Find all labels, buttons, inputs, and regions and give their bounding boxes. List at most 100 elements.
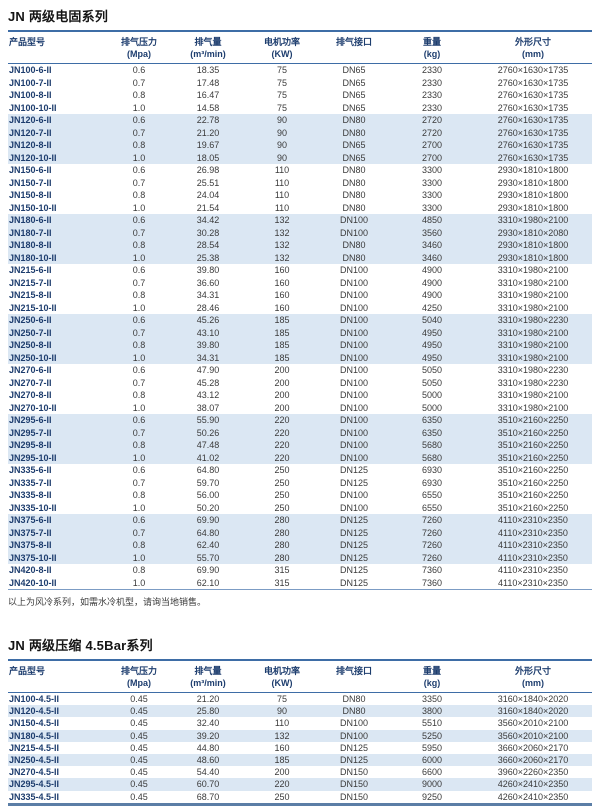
value-cell: 2760×1630×1735 [497,77,569,88]
value-cell: 3560 [421,227,443,238]
column-header: 排气量 (m³/min) [170,31,246,64]
value-cell: DN125 [339,755,368,766]
model-cell: JN100-7-II [9,77,52,88]
table-row: JN375-7-II 0.7 64.80 280 DN125 7260 4110×2310×… [8,526,592,539]
table-row: JN150-8-II 0.8 24.04 110 DN80 3300 2930×1810×1… [8,189,592,202]
value-cell: 1.0 [132,452,146,463]
value-cell: 185 [274,327,290,338]
value-cell: 39.80 [196,265,220,275]
value-cell: 0.7 [132,227,146,238]
value-cell: 0.6 [132,515,146,525]
value-cell: DN65 [342,140,366,150]
value-cell: 3310×1980×2230 [497,377,569,388]
model-cell: JN270-7-II [9,377,52,388]
value-cell: 18.35 [196,65,220,75]
table-row: JN335-10-II 1.0 50.20 250 DN100 6550 3510×2160… [8,502,592,515]
table-row: JN215-7-II 0.7 36.60 160 DN100 4900 3310×1980×… [8,277,592,290]
value-cell: 4260×2410×2350 [497,779,569,790]
model-cell: JN100-10-II [9,102,57,113]
value-cell: 69.90 [196,565,220,575]
model-cell: JN150-8-II [9,190,52,200]
value-cell: 0.8 [132,290,146,300]
value-cell: 0.8 [132,440,146,450]
value-cell: 39.80 [196,340,220,350]
value-cell: 0.45 [130,767,148,778]
value-cell: 4950 [421,327,443,338]
value-cell: 56.00 [196,490,220,500]
model-cell: JN270-8-II [9,390,52,400]
column-label: 排气压力 [120,37,157,47]
section-gap [8,608,592,632]
model-cell: JN180-6-II [9,215,52,225]
value-cell: DN80 [342,706,366,717]
table-row: JN335-8-II 0.8 56.00 250 DN100 6550 3510×2160×… [8,489,592,502]
column-header: 产品型号 [8,31,108,64]
value-cell: 0.8 [132,140,146,150]
value-cell: 3510×2160×2250 [497,502,569,513]
value-cell: 21.20 [196,694,220,704]
value-cell: 5680 [421,452,443,463]
value-cell: DN100 [339,402,368,413]
value-cell: 0.8 [132,490,146,500]
value-cell: 1.0 [132,552,146,563]
table-row: JN335-6-II 0.6 64.80 250 DN125 6930 3510×2160×… [8,464,592,477]
value-cell: 160 [274,742,290,753]
table-row: JN180-6-II 0.6 34.42 132 DN100 4850 3310×1980×… [8,214,592,227]
column-header: 排气压力 (Mpa) [108,31,170,64]
value-cell: DN100 [339,365,368,375]
value-cell: 0.6 [132,215,146,225]
value-cell: 43.12 [196,390,220,400]
value-cell: 0.45 [130,706,148,717]
value-cell: 110 [274,718,290,729]
value-cell: 16.47 [196,90,220,100]
value-cell: 64.80 [196,527,220,538]
table-header: 产品型号 排气压力 (Mpa) 排气量 (m³/min) 电机功率 (KW) 排气接口 重量 (k… [8,31,592,64]
value-cell: 0.6 [132,465,146,475]
value-cell: 5000 [421,402,443,413]
value-cell: 200 [274,402,290,413]
column-label: 重量 [422,666,441,676]
model-cell: JN335-7-II [9,477,52,488]
value-cell: 6350 [421,427,443,438]
table-row: JN120-8-II 0.8 19.67 90 DN65 2700 2760×1630×17… [8,139,592,152]
value-cell: 25.51 [196,177,220,188]
column-header: 外形尺寸 (mm) [474,660,592,693]
column-header: 产品型号 [8,660,108,693]
value-cell: 3510×2160×2250 [497,440,569,450]
column-header: 外形尺寸 (mm) [474,31,592,64]
value-cell: DN100 [339,440,368,450]
spec-table-two-stage-series: 产品型号 排气压力 (Mpa) 排气量 (m³/min) 电机功率 (KW) 排气接口 重量 (k… [8,30,592,590]
value-cell: 3460 [421,252,443,263]
value-cell: DN125 [339,742,368,753]
column-unit: (mm) [522,49,544,59]
value-cell: 220 [274,452,290,463]
value-cell: 3310×1980×2100 [497,277,569,288]
model-cell: JN335-8-II [9,490,52,500]
value-cell: 132 [274,227,290,238]
value-cell: 250 [274,502,290,513]
table-row: JN375-8-II 0.8 62.40 280 DN125 7260 4110×2310×… [8,539,592,552]
value-cell: 3510×2160×2250 [497,477,569,488]
table-row: JN215-4.5-II 0.45 44.80 160 DN125 5950 3660×20… [8,742,592,754]
value-cell: 2330 [421,77,443,88]
value-cell: DN100 [339,502,368,513]
value-cell: 3510×2160×2250 [497,490,569,500]
value-cell: 36.60 [196,277,220,288]
model-cell: JN150-10-II [9,202,57,213]
model-cell: JN215-10-II [9,302,57,313]
value-cell: 2930×1810×1800 [497,165,569,175]
value-cell: 6930 [421,477,443,488]
value-cell: 200 [274,390,290,400]
value-cell: 60.70 [196,779,220,790]
value-cell: 43.10 [196,327,220,338]
value-cell: 250 [274,490,290,500]
value-cell: 6550 [421,502,443,513]
section-title-45bar-series: JN 两级压缩 4.5Bar系列 [8,638,153,653]
value-cell: DN80 [342,190,366,200]
model-cell: JN270-4.5-II [9,767,60,778]
column-label: 排气接口 [335,37,372,47]
model-cell: JN335-10-II [9,502,57,513]
value-cell: 280 [274,515,290,525]
value-cell: 3300 [421,177,443,188]
value-cell: 3510×2160×2250 [497,415,569,425]
